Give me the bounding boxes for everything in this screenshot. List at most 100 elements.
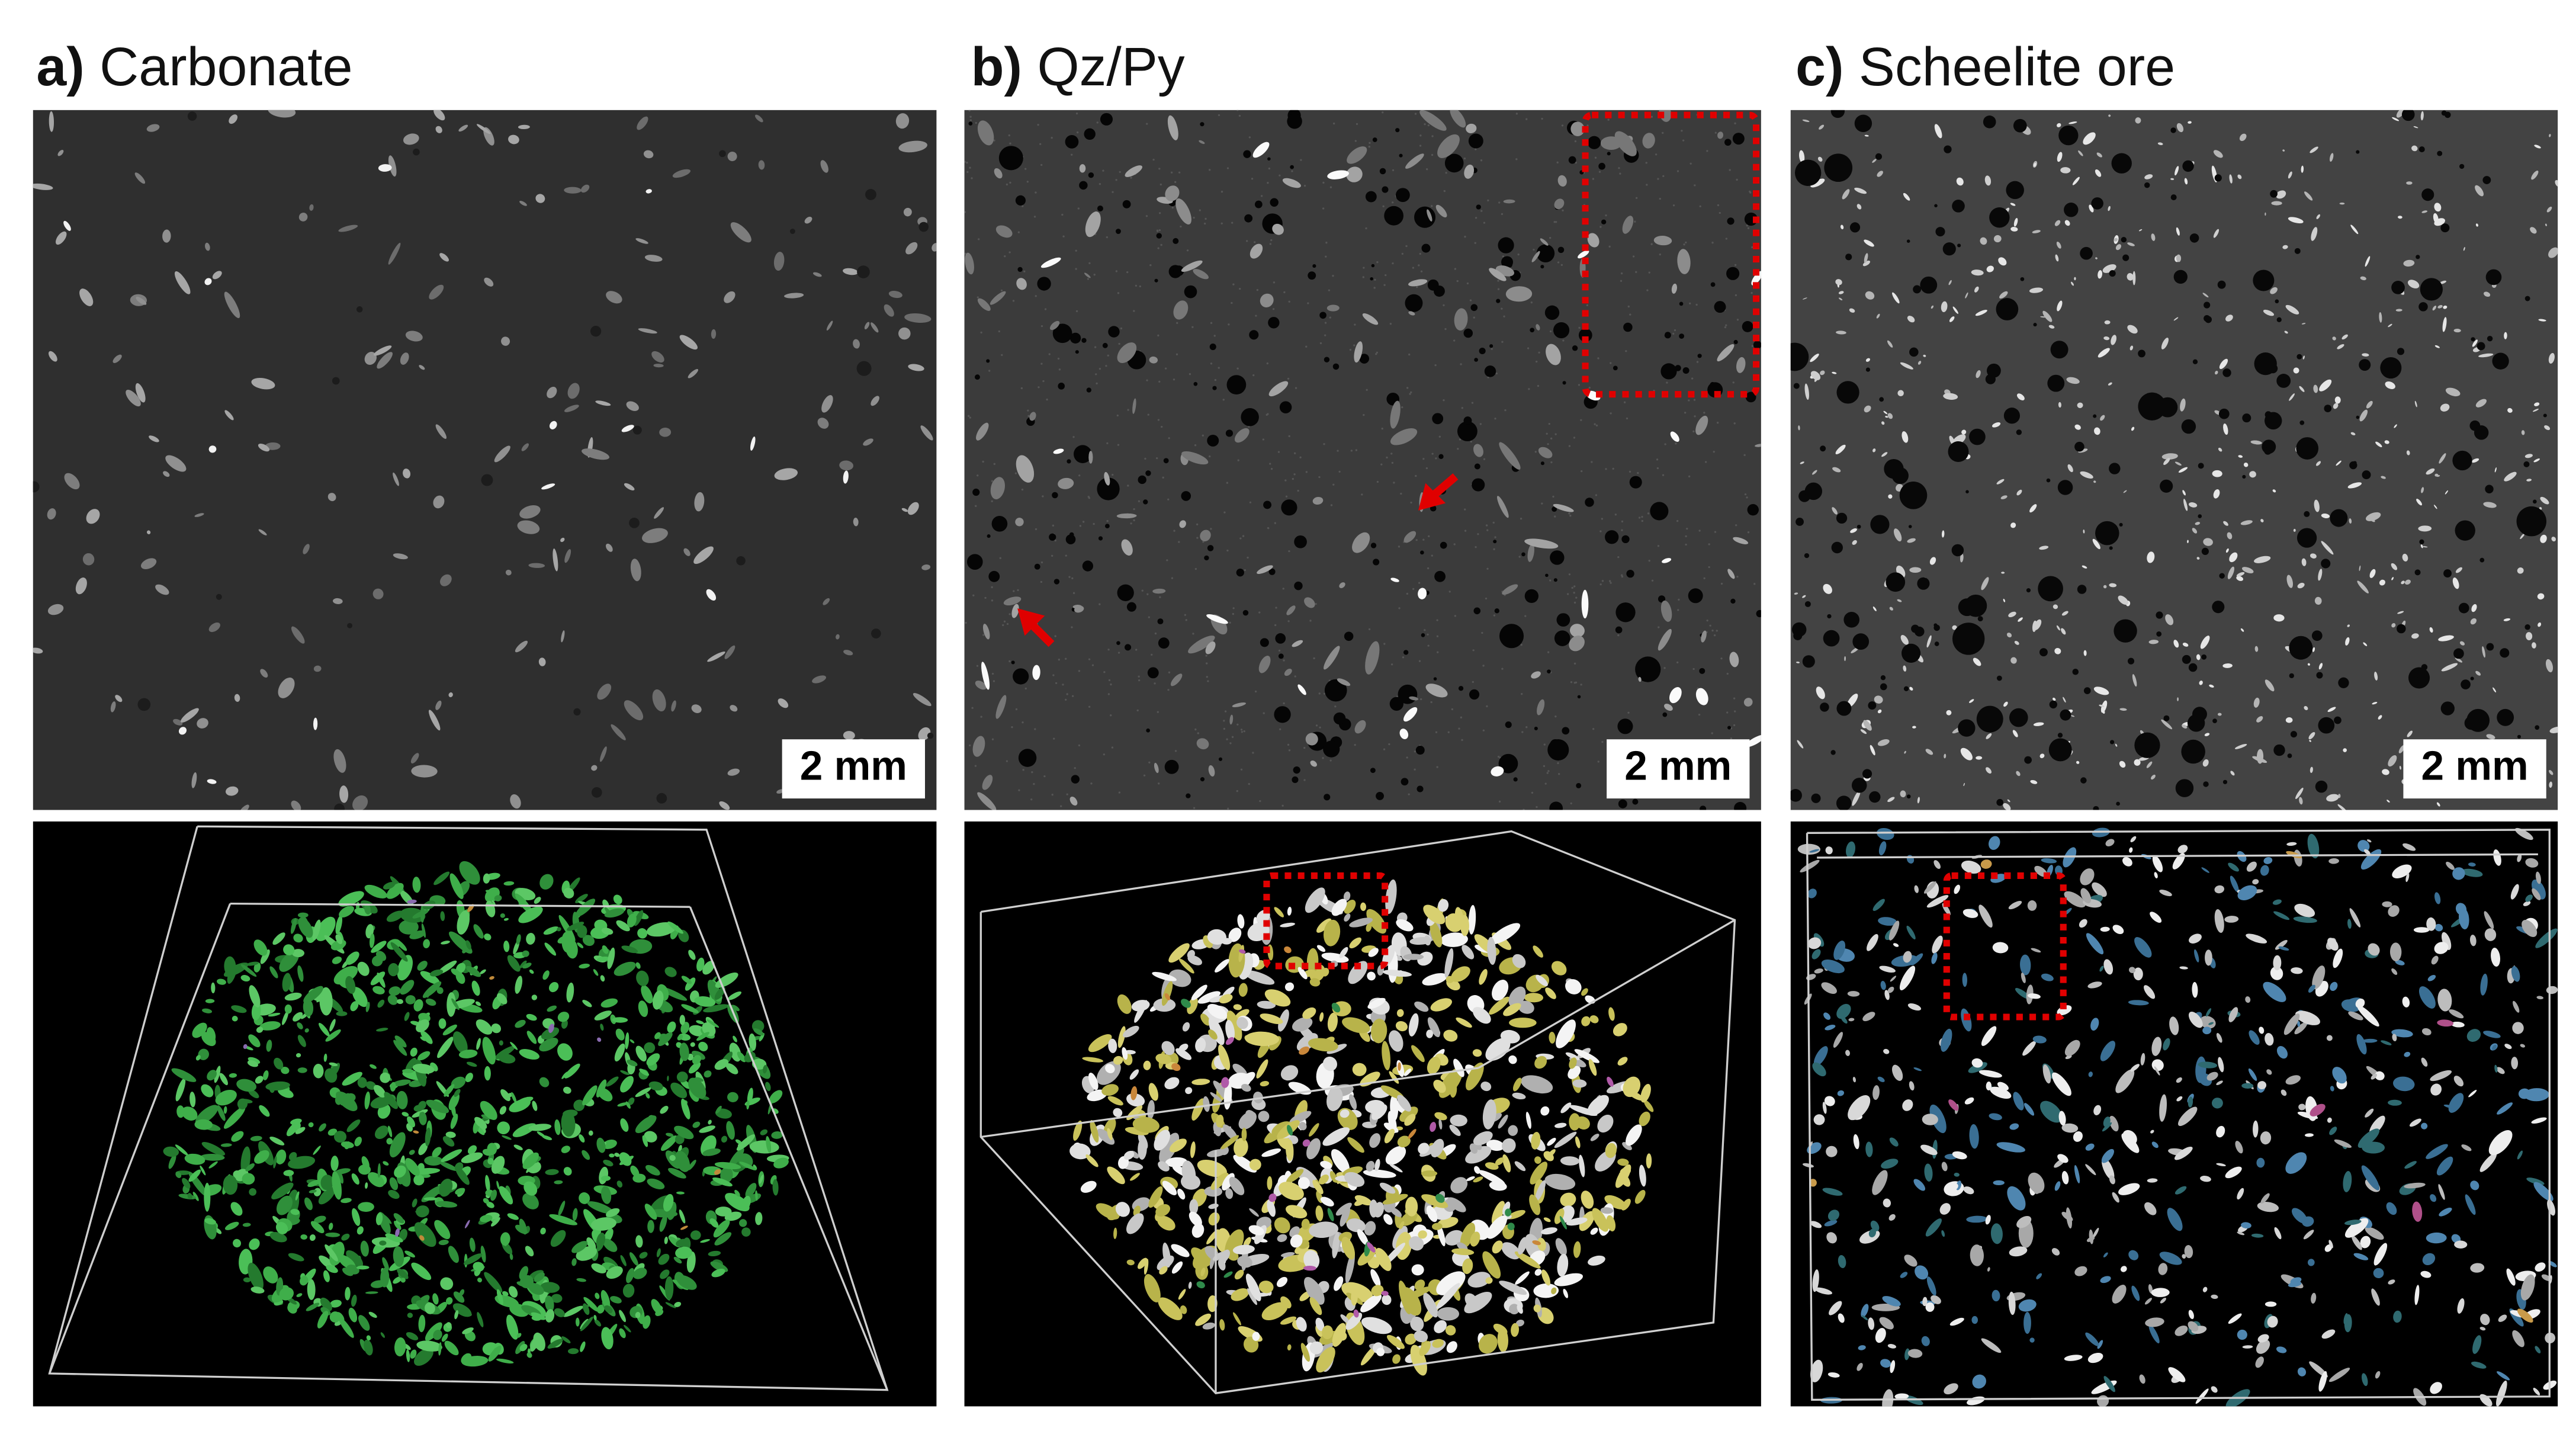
- particle: [1735, 294, 1737, 297]
- particle: [454, 1089, 461, 1097]
- particle: [1528, 388, 1530, 390]
- particle: [219, 1073, 228, 1086]
- particle: [812, 272, 822, 277]
- particle: [1931, 1295, 1941, 1304]
- particle: [1138, 679, 1141, 682]
- particle: [2404, 1051, 2411, 1057]
- particle: [557, 927, 561, 932]
- particle: [1053, 579, 1060, 585]
- particle: [390, 942, 408, 962]
- particle: [420, 1037, 426, 1041]
- particle: [2453, 329, 2461, 333]
- particle: [594, 1010, 612, 1021]
- particle: [2150, 1130, 2154, 1134]
- particle: [1887, 340, 1893, 348]
- particle: [1952, 306, 1958, 314]
- particle: [1256, 1059, 1268, 1079]
- particle: [1865, 291, 1875, 300]
- particle: [641, 989, 646, 996]
- particle: [1557, 762, 1559, 765]
- particle: [1534, 451, 1537, 453]
- particle: [1645, 162, 1647, 164]
- particle: [2298, 1103, 2306, 1111]
- particle: [1615, 602, 1636, 623]
- particle: [1727, 217, 1735, 225]
- particle: [1498, 1114, 1508, 1129]
- particle: [679, 335, 698, 350]
- particle: [676, 1239, 688, 1247]
- particle: [1303, 779, 1306, 781]
- particle: [2039, 648, 2048, 657]
- particle: [1355, 449, 1358, 451]
- particle: [826, 320, 833, 331]
- particle: [1272, 308, 1275, 310]
- particles: [163, 861, 789, 1367]
- particle: [730, 705, 738, 712]
- particle: [412, 1198, 417, 1208]
- particle: [1833, 1032, 1843, 1048]
- particle: [582, 1000, 592, 1008]
- particle: [1491, 766, 1504, 777]
- particle: [1194, 567, 1197, 570]
- particle: [1632, 798, 1639, 805]
- particle: [1195, 1313, 1212, 1326]
- particle: [2032, 230, 2041, 233]
- particle: [1117, 444, 1120, 446]
- particle: [1088, 497, 1091, 499]
- particle: [2109, 463, 2121, 474]
- particle: [1865, 1141, 1873, 1157]
- particle: [1553, 578, 1557, 582]
- particle: [1422, 973, 1447, 986]
- particle: [1319, 726, 1321, 729]
- particle: [1547, 443, 1549, 445]
- particle: [2445, 490, 2449, 495]
- particle: [437, 1037, 454, 1058]
- particle: [1258, 1281, 1274, 1294]
- particle: [673, 1256, 682, 1264]
- particle: [1556, 161, 1559, 163]
- particle: [2024, 1103, 2035, 1116]
- particle: [1389, 323, 1392, 325]
- particle: [2065, 1055, 2072, 1060]
- particle: [1170, 673, 1183, 686]
- particle: [1877, 1076, 1885, 1083]
- particle: [1363, 414, 1365, 416]
- particle: [229, 114, 238, 124]
- particle: [733, 1035, 737, 1042]
- particle: [188, 1169, 201, 1182]
- particle: [515, 640, 528, 653]
- particle: [1505, 721, 1512, 729]
- particle: [2058, 125, 2079, 146]
- particle: [1017, 231, 1020, 233]
- particle: [1907, 1003, 1922, 1011]
- particle: [399, 919, 419, 935]
- particle: [1254, 1292, 1271, 1297]
- particle: [1374, 1159, 1380, 1172]
- particle: [2333, 948, 2343, 968]
- particle: [1733, 339, 1738, 345]
- particle: [2013, 218, 2018, 227]
- particle: [1714, 131, 1717, 134]
- particle: [2267, 1316, 2278, 1328]
- particle: [651, 351, 664, 363]
- particle: [2504, 1044, 2512, 1050]
- particle: [2170, 178, 2174, 181]
- particle: [528, 563, 545, 568]
- particle: [2056, 625, 2060, 631]
- particle: [1410, 1316, 1424, 1331]
- particle: [669, 1154, 676, 1161]
- particle: [864, 322, 870, 330]
- particle: [1491, 348, 1493, 350]
- particle: [965, 621, 967, 624]
- particle: [242, 1223, 251, 1227]
- particle: [1811, 949, 1821, 960]
- particle: [1430, 701, 1432, 704]
- particle: [1923, 354, 1926, 357]
- particle: [2371, 1288, 2380, 1306]
- particle: [1205, 641, 1216, 654]
- particle: [839, 460, 854, 471]
- particle: [1934, 641, 1939, 646]
- particle: [1231, 736, 1234, 739]
- particle: [1275, 607, 1277, 609]
- particle: [1066, 693, 1068, 695]
